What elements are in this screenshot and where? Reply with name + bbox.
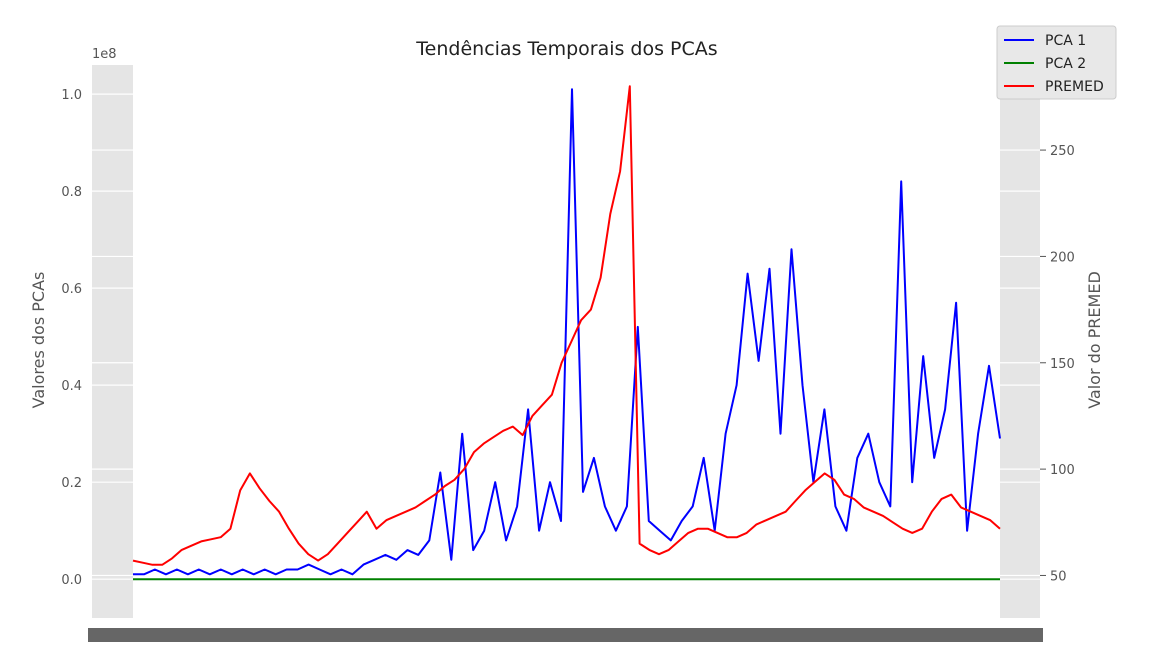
series-line-pca-1 <box>133 88 1001 576</box>
y-tick-label: 0.2 <box>61 476 82 491</box>
legend-label: PCA 1 <box>1045 33 1086 49</box>
x-tick-labels <box>88 628 1043 642</box>
y2-tick-label: 250 <box>1050 144 1075 159</box>
y2-axis-label: Valor do PREMED <box>1085 271 1104 409</box>
legend-label: PREMED <box>1045 79 1104 95</box>
y2-tick-label: 150 <box>1050 357 1075 372</box>
y2-tick-labels: 50 100 150 200 250 <box>1040 144 1075 584</box>
y-tick-label: 0.8 <box>61 185 82 200</box>
y2-tick-label: 50 <box>1050 569 1067 584</box>
y-tick-labels: 0.0 0.2 0.4 0.6 0.8 1.0 <box>61 88 82 588</box>
series-group <box>132 85 1001 581</box>
grid <box>92 93 1040 580</box>
x-tick-labels-overlap <box>88 628 1043 642</box>
chart-title: Tendências Temporais dos PCAs <box>415 38 717 60</box>
y-tick-label: 0.4 <box>61 379 82 394</box>
y-tick-label: 0.6 <box>61 282 82 297</box>
y-axis-label: Valores dos PCAs <box>29 272 48 409</box>
legend-box <box>996 25 1117 100</box>
series-line-premed <box>132 85 1001 566</box>
y2-tick-label: 200 <box>1050 250 1075 265</box>
y2-tick-label: 100 <box>1050 463 1075 478</box>
y-tick-label: 1.0 <box>61 88 82 103</box>
legend-label: PCA 2 <box>1045 56 1086 72</box>
legend: PCA 1 PCA 2 PREMED <box>996 25 1117 100</box>
y-tick-label: 0.0 <box>61 573 82 588</box>
offset-text: 1e8 <box>92 47 117 62</box>
